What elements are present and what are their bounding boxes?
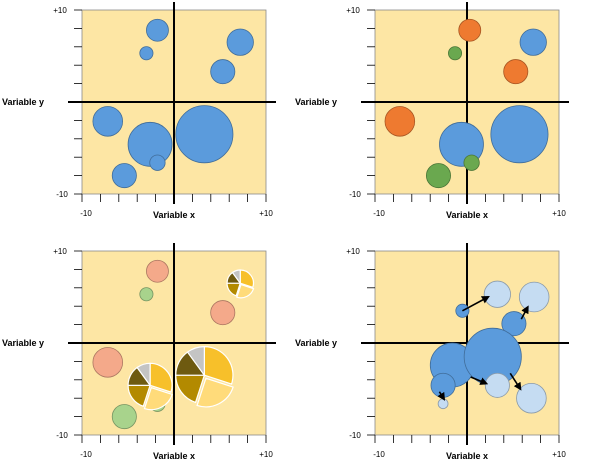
x-min-label: -10	[80, 450, 92, 459]
bubble-point	[519, 28, 547, 56]
x-max-label: +10	[259, 450, 273, 459]
movement-arrow	[437, 391, 446, 401]
chart-panel-2: +10 -10 -10 +10 Variable x Variable y	[295, 2, 569, 220]
bubble-point	[139, 46, 154, 61]
chart-panel-3: +10 -10 -10 +10 Variable x Variable y	[2, 243, 276, 461]
movement-arrow	[470, 376, 489, 385]
bubble-point	[127, 121, 173, 167]
pie-slice	[149, 362, 173, 393]
bubble-point	[518, 281, 550, 313]
y-axis-label: Variable y	[295, 338, 337, 348]
x-axis-label: Variable x	[446, 451, 488, 461]
bubble-point	[149, 154, 166, 171]
x-min-label: -10	[80, 209, 92, 218]
bubble-point	[111, 163, 137, 189]
bubble-point	[111, 404, 137, 430]
bubble-point	[430, 372, 456, 398]
bubble-point	[175, 105, 234, 164]
movement-arrow	[462, 296, 490, 312]
pie-slice	[143, 386, 173, 411]
bubble-point	[425, 163, 451, 189]
bubble-point	[463, 154, 480, 171]
bubble-point	[384, 106, 416, 137]
pie-slice	[186, 345, 205, 378]
bubble-point	[210, 300, 236, 326]
pie-slice	[136, 362, 151, 388]
bubble-point	[483, 280, 511, 308]
y-min-label: -10	[349, 190, 361, 199]
bubble-point	[448, 46, 463, 61]
bubble-point	[226, 28, 254, 56]
bubble-point	[139, 287, 154, 302]
bubble-point	[484, 372, 510, 398]
x-min-label: -10	[373, 209, 385, 218]
bubble-point	[503, 59, 529, 85]
pie-slice	[203, 345, 234, 385]
x-max-label: +10	[259, 209, 273, 218]
y-axis-label: Variable y	[2, 97, 44, 107]
pie-slice	[231, 269, 241, 286]
y-axis-label: Variable y	[2, 338, 44, 348]
x-axis-label: Variable x	[153, 210, 195, 220]
x-max-label: +10	[552, 209, 566, 218]
bubble-point	[92, 106, 124, 137]
bubble-point	[146, 259, 169, 283]
bubble-point	[210, 59, 236, 85]
y-axis-label: Variable y	[295, 97, 337, 107]
y-max-label: +10	[53, 247, 67, 256]
y-min-label: -10	[349, 431, 361, 440]
chart-panel-1: +10 -10 -10 +10 Variable x Variable y	[2, 2, 276, 220]
bubble-point	[437, 398, 449, 410]
bubble-point	[516, 382, 547, 414]
y-max-label: +10	[346, 6, 360, 15]
x-max-label: +10	[552, 450, 566, 459]
x-min-label: -10	[373, 450, 385, 459]
chart-panel-4: +10 -10 -10 +10 Variable x Variable y	[295, 243, 569, 461]
bubble-point	[146, 18, 169, 42]
bubble-point	[92, 347, 124, 378]
bubble-point	[458, 18, 482, 42]
x-axis-label: Variable x	[153, 451, 195, 461]
x-axis-label: Variable x	[446, 210, 488, 220]
pie-slice	[196, 377, 234, 408]
pie-slice	[236, 283, 255, 299]
y-max-label: +10	[53, 6, 67, 15]
pie-slice	[175, 374, 206, 404]
movement-arrow	[520, 305, 529, 320]
movement-arrow	[509, 372, 522, 391]
y-min-label: -10	[56, 431, 68, 440]
y-min-label: -10	[56, 190, 68, 199]
bubble-point	[490, 105, 549, 164]
bubble-point	[501, 311, 527, 337]
y-max-label: +10	[346, 247, 360, 256]
